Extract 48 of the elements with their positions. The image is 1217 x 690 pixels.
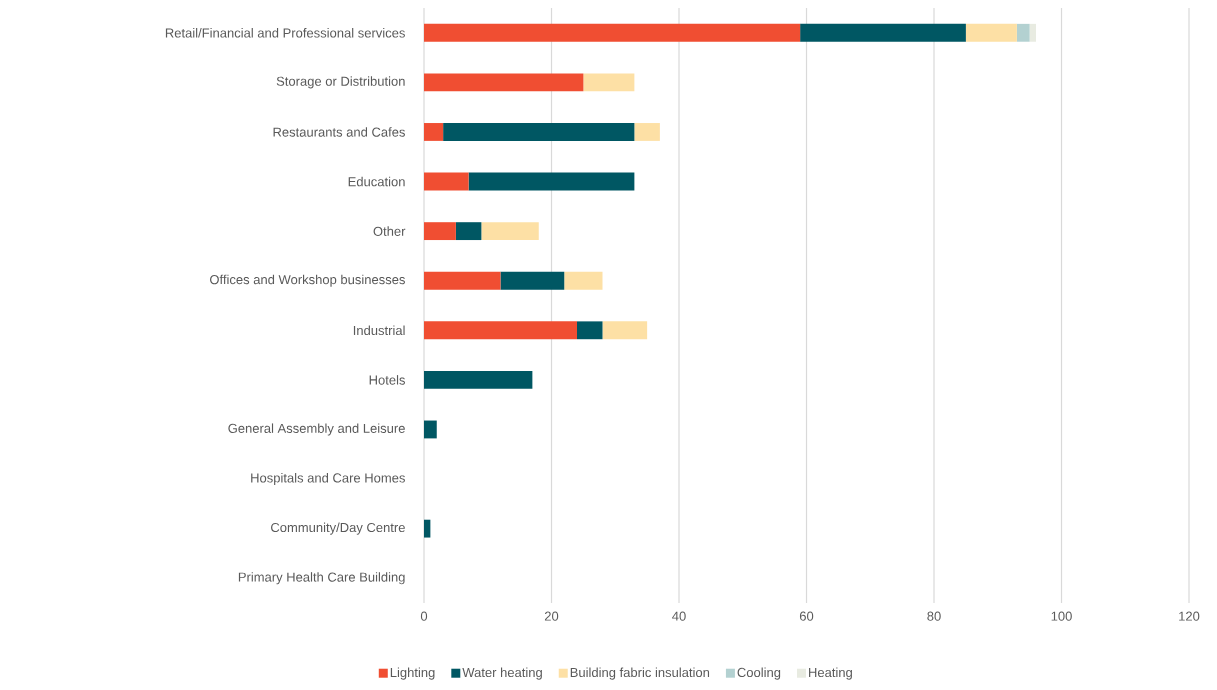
x-tick-label: 20 [544,611,559,621]
x-tick-label: 60 [799,611,814,621]
bar [424,519,431,538]
legend-label: Water heating [462,667,542,680]
bar [424,222,456,241]
y-tick-label: Community/Day Centre [271,522,405,535]
bar [1029,23,1037,42]
bar [965,23,1017,42]
y-tick-label: Retail/Financial and Professional services [165,28,405,38]
legend-label: Lighting [390,667,435,680]
x-tick-label: 40 [672,611,686,621]
y-tick-label: Other [373,226,406,236]
y-tick-label: Primary Health Care Building [238,572,405,585]
y-tick-label: Hospitals and Care Homes [251,472,405,486]
x-tick-label: 80 [927,611,941,621]
x-tick-label: 100 [1051,611,1072,621]
bar [468,172,635,191]
bar [455,222,482,241]
y-tick-label: Restaurants and Cafes [273,127,405,137]
bar [424,172,469,191]
legend-label: Cooling [737,667,781,680]
bar [800,23,966,42]
bar [424,420,437,439]
bar [634,123,660,141]
bar [424,123,444,141]
y-tick-label: Hotels [369,375,405,385]
bar [564,271,603,290]
x-tick-label: 120 [1179,611,1200,621]
y-tick-label: Industrial [353,325,405,336]
bar [424,370,533,389]
bar [577,321,603,340]
legend-label: Building fabric insulation [570,667,710,680]
y-tick-label: Storage or Distribution [276,76,405,89]
bar [443,123,635,141]
bar [583,73,635,92]
y-tick-label: General Assembly and Leisure [228,423,405,436]
bar [424,271,501,290]
bar [424,73,584,92]
bar [602,321,648,340]
y-tick-label: Education [348,176,405,187]
legend-label: Heating [809,667,852,680]
bar [424,321,577,340]
bar [424,23,801,42]
bar [500,271,565,290]
bar [1016,23,1030,42]
bar [481,222,539,241]
y-tick-label: Offices and Workshop businesses [210,274,405,287]
x-tick-label: 0 [420,611,428,621]
